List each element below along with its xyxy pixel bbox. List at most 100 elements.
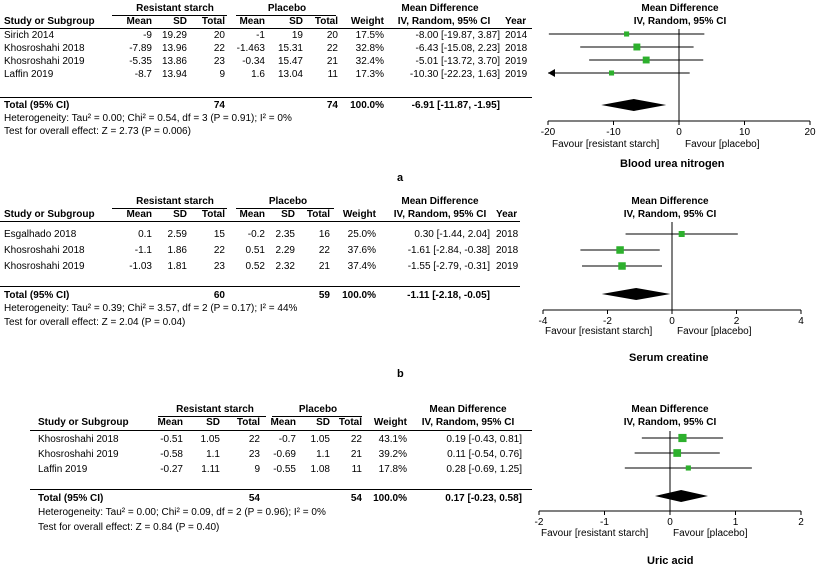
total2: 21 <box>326 56 338 67</box>
study-column-header: Study or Subgroup <box>4 16 95 27</box>
pooled-diamond <box>601 99 667 111</box>
md-header: Mean Difference <box>401 196 479 207</box>
sd2: 13.04 <box>277 69 303 80</box>
x-tick-label: 4 <box>798 316 804 327</box>
weight: 43.1% <box>378 434 407 445</box>
sd1: 13.94 <box>161 69 187 80</box>
total2: 21 <box>350 449 362 460</box>
year: 2019 <box>505 56 528 67</box>
total2: 11 <box>351 464 362 475</box>
total-weight: 100.0% <box>350 100 384 111</box>
weight: 25.0% <box>347 229 376 240</box>
point-estimate <box>685 465 691 471</box>
total2: 20 <box>326 30 338 41</box>
mean2: -0.34 <box>242 56 265 67</box>
sd1-header: SD <box>173 209 187 220</box>
group1-header: Resistant starch <box>136 3 214 14</box>
ci-value: -5.01 [-13.72, 3.70] <box>415 56 500 67</box>
forest-plot-b: -4 -2 0 2 4 <box>539 222 804 327</box>
group1-header: Resistant starch <box>136 196 214 207</box>
favour-right-label: Favour [placebo] <box>673 528 748 539</box>
forest-panel-b: Resistant starch Placebo Mean Difference… <box>0 190 825 390</box>
pooled-diamond <box>654 490 708 502</box>
total-weight: 100.0% <box>342 290 376 301</box>
ci-header: IV, Random, 95% CI <box>393 209 487 220</box>
sd2: 15.47 <box>277 56 303 67</box>
sd2: 1.05 <box>310 434 330 445</box>
mean2-header: Mean <box>239 16 265 27</box>
md-header: Mean Difference <box>429 404 507 415</box>
weight: 17.3% <box>355 69 384 80</box>
mean2: 0.52 <box>245 261 265 272</box>
mean1: 0.1 <box>138 229 152 240</box>
mean1: -0.27 <box>160 464 183 475</box>
mean1: -9 <box>143 30 152 41</box>
weight: 17.8% <box>378 464 407 475</box>
sd1: 1.05 <box>200 434 220 445</box>
mean2: 1.6 <box>251 69 265 80</box>
sd1: 1.81 <box>167 261 187 272</box>
md-header: Mean Difference <box>401 3 479 14</box>
total-ci: 0.17 [-0.23, 0.58] <box>445 493 522 504</box>
mean1: -5.35 <box>129 56 152 67</box>
sd1: 2.59 <box>167 229 187 240</box>
total2: 22 <box>326 43 338 54</box>
outcome-title: Serum creatine <box>629 352 709 364</box>
mean2-header: Mean <box>270 417 296 428</box>
mean2: -0.55 <box>273 464 296 475</box>
outcome-title: Blood urea nitrogen <box>620 158 725 170</box>
forest-panel-c: Resistant starch Placebo Mean Difference… <box>0 390 825 569</box>
study-name: Esgalhado 2018 <box>4 229 77 240</box>
x-tick-label: 0 <box>669 316 675 327</box>
mean1: -1.1 <box>134 245 152 256</box>
x-tick-label: -2 <box>535 517 544 528</box>
year-header: Year <box>505 16 527 27</box>
total-label: Total (95% CI) <box>4 100 70 111</box>
sd1: 1.1 <box>206 449 220 460</box>
weight: 39.2% <box>378 449 407 460</box>
heterogeneity-text: Heterogeneity: Tau² = 0.00; Chi² = 0.54,… <box>4 113 292 124</box>
study-name: Khosroshahi 2019 <box>4 261 85 272</box>
mean2: -0.2 <box>247 229 265 240</box>
total2-header: Total <box>306 209 330 220</box>
outcome-title: Uric acid <box>647 555 694 567</box>
year: 2019 <box>505 69 528 80</box>
total-weight: 100.0% <box>373 493 407 504</box>
sd2: 2.32 <box>275 261 295 272</box>
total1: 23 <box>248 449 260 460</box>
ci-arrow <box>548 69 555 77</box>
sd2-header: SD <box>281 209 295 220</box>
year-header: Year <box>496 209 518 220</box>
year: 2014 <box>505 30 528 41</box>
x-tick-label: -4 <box>539 316 548 327</box>
sd1-header: SD <box>206 417 220 428</box>
total2-header: Total <box>314 16 338 27</box>
year: 2018 <box>496 229 519 240</box>
total1: 9 <box>219 69 225 80</box>
total1: 9 <box>254 464 260 475</box>
total2: 21 <box>318 261 330 272</box>
sd1: 19.29 <box>161 30 187 41</box>
year: 2018 <box>496 245 519 256</box>
total1: 22 <box>213 245 225 256</box>
study-name: Laffin 2019 <box>38 464 88 475</box>
study-name: Khosroshahi 2019 <box>38 449 119 460</box>
md-plot-header: Mean Difference <box>631 196 709 207</box>
sd1: 13.96 <box>161 43 187 54</box>
mean2-header: Mean <box>239 209 265 220</box>
sd1: 1.11 <box>201 464 220 475</box>
mean1-header: Mean <box>126 209 152 220</box>
favour-right-label: Favour [placebo] <box>685 139 760 150</box>
mean2: -1.463 <box>236 43 265 54</box>
group2-header: Placebo <box>268 196 308 207</box>
x-tick-label: 10 <box>739 127 751 138</box>
total-label: Total (95% CI) <box>38 493 104 504</box>
point-estimate <box>678 231 685 237</box>
study-name: Khosroshahi 2018 <box>4 43 85 54</box>
study-name: Sirich 2014 <box>4 30 55 41</box>
overall-effect-text: Test for overall effect: Z = 2.04 (P = 0… <box>4 317 186 328</box>
x-tick-label: 1 <box>733 517 739 528</box>
point-estimate <box>618 262 626 270</box>
x-tick-label: -10 <box>606 127 621 138</box>
x-tick-label: -2 <box>603 316 612 327</box>
